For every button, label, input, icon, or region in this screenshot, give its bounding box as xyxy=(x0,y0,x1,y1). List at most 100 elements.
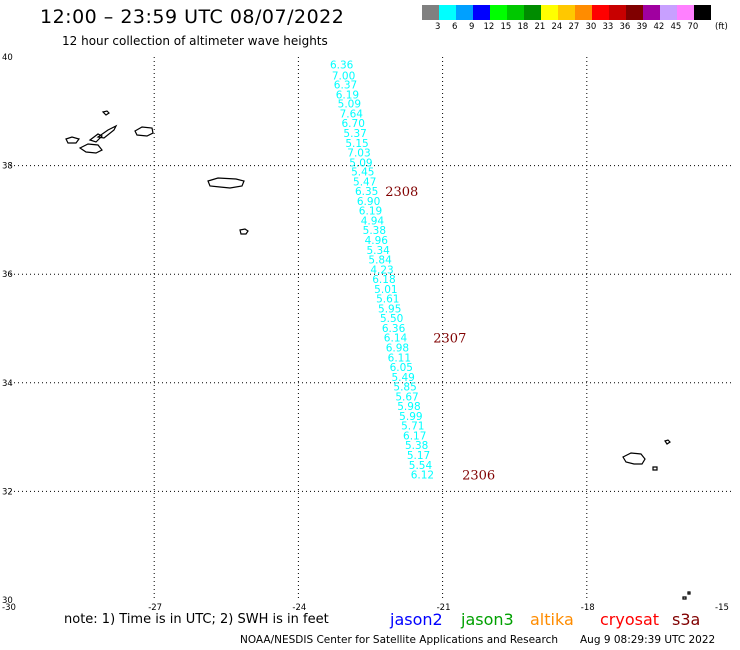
legend-swatch xyxy=(422,5,439,20)
legend-swatch xyxy=(643,5,660,20)
legend-swatch xyxy=(677,5,694,20)
swh-value-label: 5.50 xyxy=(380,313,403,325)
legend-label: 24 xyxy=(551,22,563,32)
swh-value-label: 7.00 xyxy=(332,70,355,82)
island-outline xyxy=(65,136,81,144)
credit-line: NOAA/NESDIS Center for Satellite Applica… xyxy=(240,634,558,646)
swh-value-label: 6.19 xyxy=(336,89,359,101)
island-outline xyxy=(207,177,245,189)
swh-value-label: 5.38 xyxy=(405,440,428,452)
legend-label: 39 xyxy=(636,22,648,32)
island-outline xyxy=(88,133,104,143)
swh-value-label: 5.49 xyxy=(391,372,414,384)
legend-label: 21 xyxy=(534,22,546,32)
island-outline xyxy=(652,466,658,471)
swh-value-label: 6.70 xyxy=(342,118,365,130)
legend-label: 15 xyxy=(500,22,512,32)
map-title: 12:00 – 23:59 UTC 08/07/2022 xyxy=(40,6,345,28)
pass-number-label: 2306 xyxy=(462,469,495,484)
swh-value-label: 5.99 xyxy=(399,411,422,423)
swh-value-label: 5.09 xyxy=(338,99,361,111)
satellite-altika: altika xyxy=(530,610,574,629)
latitude-tick-label: 38 xyxy=(2,162,13,172)
swh-value-label: 5.95 xyxy=(378,303,401,315)
footnote: note: 1) Time is in UTC; 2) SWH is in fe… xyxy=(64,612,329,627)
swh-value-label: 6.05 xyxy=(390,362,413,374)
island-outline xyxy=(134,126,154,137)
swh-value-label: 5.17 xyxy=(407,450,430,462)
longitude-tick-label: -18 xyxy=(581,603,595,613)
swh-value-label: 6.98 xyxy=(386,343,409,355)
longitude-tick-label: -30 xyxy=(2,603,16,613)
legend-swatch xyxy=(507,5,524,20)
island-outline xyxy=(682,596,687,600)
swh-value-label: 5.85 xyxy=(393,382,416,394)
swh-value-label: 6.14 xyxy=(384,333,408,345)
swh-value-label: 5.67 xyxy=(395,391,418,403)
legend-swatch xyxy=(439,5,456,20)
longitude-tick-label: -15 xyxy=(715,603,729,613)
latitude-tick-label: 34 xyxy=(2,379,13,389)
swh-value-label: 5.45 xyxy=(351,167,374,179)
map-subtitle: 12 hour collection of altimeter wave hei… xyxy=(62,34,328,48)
legend-label: 6 xyxy=(452,22,458,32)
legend-swatch xyxy=(473,5,490,20)
longitude-tick-label: -24 xyxy=(292,603,306,613)
latitude-tick-label: 40 xyxy=(2,53,13,63)
island-outline xyxy=(664,439,671,445)
wave-height-labels: 6.367.006.376.195.097.646.705.375.157.03… xyxy=(330,60,434,482)
island-outline xyxy=(687,591,691,595)
latitude-tick-label: 30 xyxy=(2,596,13,606)
swh-value-label: 6.18 xyxy=(372,274,395,286)
legend-label: 33 xyxy=(602,22,614,32)
swh-value-label: 5.84 xyxy=(368,255,392,267)
latitude-tick-label: 36 xyxy=(2,270,13,280)
island-outline xyxy=(239,228,249,235)
swh-value-label: 5.38 xyxy=(363,225,386,237)
legend-unit: (ft) xyxy=(715,22,728,32)
legend-label: 70 xyxy=(687,22,699,32)
swh-value-label: 5.71 xyxy=(401,421,424,433)
axis-tick-labels: 40 38 36 34 32 30-30 -27 -24 -21 -18 -15 xyxy=(2,53,729,613)
latitude-tick-label: 32 xyxy=(2,487,13,497)
swh-value-label: 5.15 xyxy=(345,138,368,150)
island-outline xyxy=(78,143,103,154)
legend-label: 42 xyxy=(653,22,665,32)
island-outline xyxy=(96,124,118,139)
swh-value-label: 5.61 xyxy=(376,294,399,306)
pass-number-label: 2308 xyxy=(385,185,418,200)
satellite-cryosat: cryosat xyxy=(600,610,660,629)
swh-value-label: 5.54 xyxy=(409,460,433,472)
swh-value-label: 5.34 xyxy=(366,245,390,257)
satellite-jason3: jason3 xyxy=(461,610,514,629)
swh-value-label: 6.17 xyxy=(403,430,426,442)
swh-value-label: 6.37 xyxy=(334,80,357,92)
longitude-tick-label: -21 xyxy=(437,603,451,613)
legend-label: 36 xyxy=(619,22,631,32)
satellite-s3a: s3a xyxy=(672,610,701,629)
swh-value-label: 6.36 xyxy=(330,60,354,72)
swh-value-label: 6.11 xyxy=(388,352,411,364)
legend-swatch xyxy=(558,5,575,20)
legend-swatch xyxy=(660,5,677,20)
satellite-jason2: jason2 xyxy=(390,610,443,629)
pass-number-label: 2307 xyxy=(433,332,466,347)
legend-label: 3 xyxy=(435,22,441,32)
legend-label: 27 xyxy=(568,22,580,32)
legend-swatch xyxy=(490,5,507,20)
legend-swatch xyxy=(575,5,592,20)
legend-swatch xyxy=(694,5,711,20)
swh-value-label: 4.96 xyxy=(365,235,389,247)
swh-value-label: 4.23 xyxy=(370,264,393,276)
swh-value-label: 7.03 xyxy=(347,148,370,160)
generation-timestamp: Aug 9 08:29:39 UTC 2022 xyxy=(580,634,716,646)
legend-label: 9 xyxy=(469,22,475,32)
land-outlines xyxy=(65,110,691,600)
longitude-tick-label: -27 xyxy=(148,603,162,613)
swh-value-label: 4.94 xyxy=(361,215,385,227)
legend-swatch xyxy=(456,5,473,20)
swh-value-label: 6.19 xyxy=(359,206,382,218)
legend-label: 18 xyxy=(517,22,529,32)
legend-swatch xyxy=(541,5,558,20)
